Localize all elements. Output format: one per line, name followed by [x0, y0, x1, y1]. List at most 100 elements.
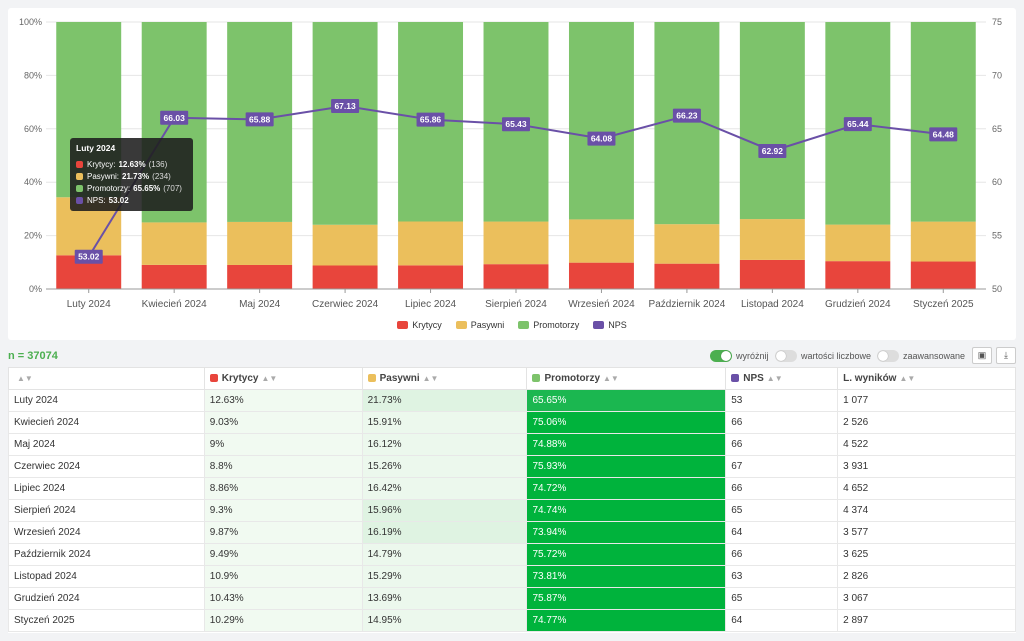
legend-item-nps[interactable]: NPS: [593, 320, 627, 330]
nps-data-label: 66.23: [676, 111, 698, 121]
x-tick-label: Styczeń 2025: [913, 299, 974, 310]
bar-krytycy[interactable]: [227, 264, 293, 289]
header-label: Promotorzy: [544, 373, 600, 384]
bar-pasywni[interactable]: [483, 221, 549, 265]
download-button[interactable]: ⤓: [996, 347, 1016, 364]
legend-swatch-promotorzy: [518, 321, 530, 329]
table-row[interactable]: Czerwiec 2024 8.8% 15.26% 75.93% 67 3 931: [8, 455, 1016, 478]
cell-krytycy: 10.9%: [203, 565, 363, 588]
bar-pasywni[interactable]: [312, 224, 378, 266]
bar-pasywni[interactable]: [825, 224, 891, 262]
cell-promotorzy: 75.06%: [526, 411, 727, 434]
cell-count: 2 826: [837, 565, 1016, 588]
nps-point: [929, 127, 958, 142]
table-row[interactable]: Październik 2024 9.49% 14.79% 75.72% 66 3 625: [8, 543, 1016, 566]
table-row[interactable]: Sierpień 2024 9.3% 15.96% 74.74% 65 4 374: [8, 499, 1016, 522]
nps-point: [502, 117, 530, 132]
cell-nps: 65: [725, 499, 839, 522]
bar-krytycy[interactable]: [568, 262, 634, 289]
cell-count: 4 522: [837, 433, 1016, 456]
table-row[interactable]: Lipiec 2024 8.86% 16.42% 74.72% 66 4 652: [8, 477, 1016, 500]
nps-data-label: 65.44: [847, 119, 869, 129]
nps-data-label: 65.43: [505, 119, 527, 129]
header-promotorzy[interactable]: Promotorzy ▲▼: [526, 367, 727, 390]
sort-icon[interactable]: ▲▼: [603, 374, 619, 383]
numeric-values-toggle[interactable]: wartości liczbowe: [775, 350, 871, 362]
tooltip-label: Promotorzy:: [87, 183, 131, 193]
nps-data-label: 53.02: [78, 252, 100, 262]
bar-krytycy[interactable]: [141, 264, 207, 289]
bar-pasywni[interactable]: [739, 219, 805, 260]
table-row[interactable]: Wrzesień 2024 9.87% 16.19% 73.94% 64 3 577: [8, 521, 1016, 544]
sort-icon[interactable]: ▲▼: [17, 374, 33, 383]
tooltip-value: 12.63%: [118, 159, 146, 169]
bar-pasywni[interactable]: [568, 219, 634, 263]
cell-count: 2 897: [837, 609, 1016, 632]
sort-icon[interactable]: ▲▼: [422, 374, 439, 383]
bar-pasywni[interactable]: [910, 221, 976, 262]
cell-nps: 66: [725, 411, 839, 434]
legend-item-pasywni[interactable]: Pasywni: [455, 320, 505, 330]
bar-krytycy[interactable]: [825, 261, 891, 289]
table-row[interactable]: Kwiecień 2024 9.03% 15.91% 75.06% 66 2 526: [8, 411, 1016, 434]
bar-krytycy[interactable]: [654, 263, 720, 289]
chart-card: 0% 20% 40% 60% 80% 100% 50 55 60 65 70 75 Luty 2024 K…: [8, 8, 1016, 340]
advanced-toggle[interactable]: zaawansowane: [877, 350, 965, 362]
bar-promotorzy[interactable]: [910, 21, 976, 222]
bar-krytycy[interactable]: [483, 264, 549, 289]
legend-item-promotorzy[interactable]: Promotorzy: [518, 320, 579, 330]
bar-krytycy[interactable]: [398, 265, 464, 289]
chart-legend: Krytycy Pasywni Promotorzy NPS: [8, 320, 1016, 330]
cell-krytycy: 9.87%: [203, 521, 363, 544]
tooltip-row-nps: NPS: 53.02: [76, 194, 187, 206]
table-row[interactable]: Maj 2024 9% 16.12% 74.88% 66 4 522: [8, 433, 1016, 456]
table-row[interactable]: Listopad 2024 10.9% 15.29% 73.81% 63 2 826: [8, 565, 1016, 588]
sort-icon[interactable]: ▲▼: [766, 374, 783, 383]
table-row[interactable]: Grudzień 2024 10.43% 13.69% 75.87% 65 3 067: [8, 587, 1016, 610]
x-tick-label: Grudzień 2024: [825, 299, 891, 310]
header-period[interactable]: ▲▼: [8, 367, 205, 390]
cell-pasywni: 14.79%: [361, 543, 528, 566]
header-pasywni[interactable]: Pasywni ▲▼: [361, 367, 528, 390]
cell-nps: 66: [725, 433, 839, 456]
bar-pasywni[interactable]: [227, 221, 293, 265]
sort-icon[interactable]: ▲▼: [261, 374, 278, 383]
legend-item-krytycy[interactable]: Krytycy: [397, 320, 442, 330]
bar-pasywni[interactable]: [654, 224, 720, 264]
sample-size: n = 37074: [8, 350, 58, 362]
cell-period: Luty 2024: [8, 389, 205, 412]
nps-point: [160, 110, 189, 125]
cell-promotorzy: 73.81%: [526, 565, 727, 588]
legend-label-pasywni: Pasywni: [470, 320, 505, 330]
table-row[interactable]: Styczeń 2025 10.29% 14.95% 74.77% 64 2 897: [8, 609, 1016, 632]
cell-nps: 65: [725, 587, 839, 610]
header-nps[interactable]: NPS ▲▼: [725, 367, 839, 390]
bar-pasywni[interactable]: [398, 221, 464, 266]
bar-krytycy[interactable]: [739, 259, 805, 289]
toggle-switch-on[interactable]: [710, 350, 732, 362]
save-button[interactable]: ▣: [972, 347, 992, 364]
bar-promotorzy[interactable]: [739, 22, 805, 220]
header-count[interactable]: L. wyników ▲▼: [837, 367, 1016, 390]
table-row[interactable]: Luty 2024 12.63% 21.73% 65.65% 53 1 077: [8, 389, 1016, 412]
legend-label-promotorzy: Promotorzy: [533, 320, 580, 330]
bar-krytycy[interactable]: [312, 265, 378, 289]
tooltip-swatch: [76, 172, 83, 180]
cell-nps: 63: [725, 565, 839, 588]
y-left-tick-label: 60%: [24, 124, 42, 134]
bar-krytycy[interactable]: [910, 261, 976, 289]
bar-promotorzy[interactable]: [312, 22, 378, 225]
highlight-toggle[interactable]: wyróżnij: [710, 350, 769, 362]
tooltip-count: (136): [148, 159, 168, 169]
nps-data-label: 64.08: [591, 134, 613, 144]
bar-pasywni[interactable]: [141, 222, 207, 265]
nps-data-label: 65.86: [420, 115, 442, 125]
header-krytycy[interactable]: Krytycy ▲▼: [203, 367, 363, 390]
numeric-values-toggle-label: wartości liczbowe: [801, 351, 872, 361]
toggle-switch-off[interactable]: [775, 350, 797, 362]
cell-pasywni: 16.19%: [361, 521, 528, 544]
toggle-switch-off[interactable]: [877, 350, 899, 362]
sort-icon[interactable]: ▲▼: [899, 374, 916, 383]
bar-promotorzy[interactable]: [568, 22, 634, 220]
bar-promotorzy[interactable]: [654, 22, 720, 225]
